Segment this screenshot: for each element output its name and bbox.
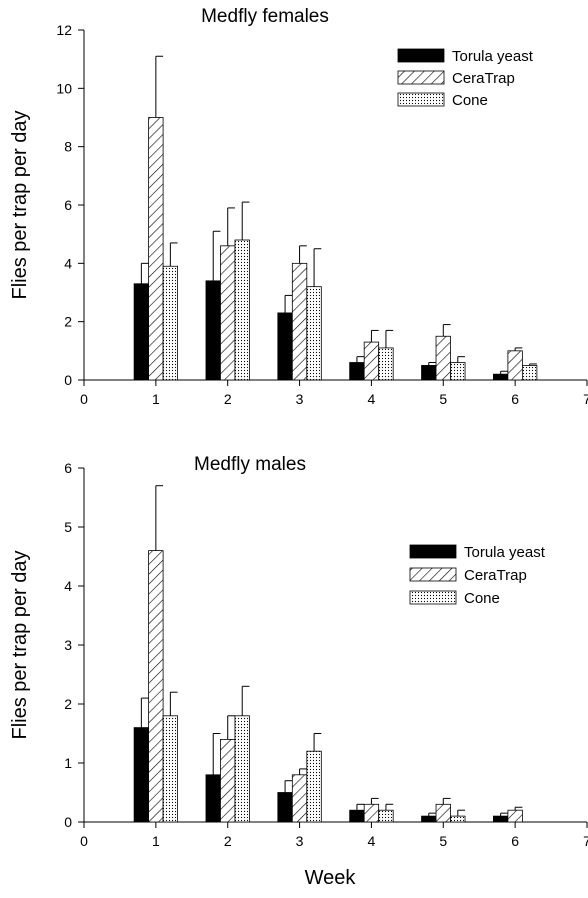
y-axis-label: Flies per trap per day <box>9 551 31 740</box>
bar <box>205 774 221 823</box>
y-tick-label: 2 <box>64 314 72 330</box>
legend-label: Cone <box>452 92 488 109</box>
legend-swatch <box>409 544 457 559</box>
bar <box>306 286 322 381</box>
bar <box>162 715 179 823</box>
bar <box>148 550 164 823</box>
bar <box>148 117 164 381</box>
bar <box>291 774 308 823</box>
bar <box>378 347 394 381</box>
bar <box>277 312 293 381</box>
bar <box>507 809 523 823</box>
y-tick-label: 4 <box>64 578 72 594</box>
bar <box>349 362 365 381</box>
x-tick-label: 0 <box>80 391 88 407</box>
bar <box>234 715 250 823</box>
legend-swatch <box>397 70 445 85</box>
bar <box>450 815 466 823</box>
bar <box>291 262 308 381</box>
y-tick-label: 0 <box>64 372 72 388</box>
bar <box>363 803 380 823</box>
bar <box>133 283 150 381</box>
bar <box>378 809 394 823</box>
legend-label: CeraTrap <box>452 70 515 87</box>
legend-swatch <box>409 567 457 582</box>
x-tick-label: 4 <box>368 833 376 849</box>
x-tick-label: 0 <box>80 833 88 849</box>
y-tick-label: 2 <box>64 696 72 712</box>
legend-label: Cone <box>464 590 500 607</box>
legend-label: Torula yeast <box>452 48 534 65</box>
bar <box>133 727 150 823</box>
bar <box>220 245 236 381</box>
x-tick-label: 6 <box>511 391 519 407</box>
bar <box>205 280 221 381</box>
bar <box>421 815 437 823</box>
x-tick-label: 4 <box>368 391 376 407</box>
bar <box>435 803 451 823</box>
panel-title: Medfly males <box>194 454 306 475</box>
x-tick-label: 7 <box>583 391 588 407</box>
y-tick-label: 8 <box>64 139 72 155</box>
bar <box>306 750 322 823</box>
bar <box>234 239 250 381</box>
bar <box>492 373 509 381</box>
x-axis-label: Week <box>305 867 357 889</box>
legend-label: Torula yeast <box>464 544 546 561</box>
bar <box>421 365 437 381</box>
y-tick-label: 4 <box>64 255 72 271</box>
y-tick-label: 0 <box>64 814 72 830</box>
bar <box>277 792 293 823</box>
x-tick-label: 1 <box>152 833 160 849</box>
x-tick-label: 6 <box>511 833 519 849</box>
y-tick-label: 6 <box>64 460 72 476</box>
bar <box>492 815 509 823</box>
y-tick-label: 1 <box>64 755 72 771</box>
legend-swatch <box>409 590 457 605</box>
y-tick-label: 10 <box>56 80 72 96</box>
x-tick-label: 1 <box>152 391 160 407</box>
y-tick-label: 5 <box>64 519 72 535</box>
panel-title: Medfly females <box>201 6 329 27</box>
x-tick-label: 5 <box>439 833 447 849</box>
bar <box>363 341 380 381</box>
bar <box>521 365 538 381</box>
x-tick-label: 3 <box>296 391 304 407</box>
bar <box>435 335 451 381</box>
x-tick-label: 7 <box>583 833 588 849</box>
x-tick-label: 3 <box>296 833 304 849</box>
legend-swatch <box>397 48 445 63</box>
bar <box>507 350 523 381</box>
bar <box>450 362 466 381</box>
y-tick-label: 12 <box>56 22 72 38</box>
y-tick-label: 3 <box>64 637 72 653</box>
bar <box>220 739 236 823</box>
bar <box>349 809 365 823</box>
y-axis-label: Flies per trap per day <box>9 111 31 300</box>
legend-label: CeraTrap <box>464 567 527 584</box>
legend-swatch <box>397 92 445 107</box>
bar <box>162 265 179 381</box>
males-panel: Medfly males Flies per trap per day 0 1 2 3 4 5… <box>9 454 588 849</box>
y-tick-label: 6 <box>64 197 72 213</box>
x-tick-label: 5 <box>439 391 447 407</box>
x-tick-label: 2 <box>224 391 232 407</box>
females-panel: Medfly females Flies per trap per day 0 2 4 6… <box>9 6 588 407</box>
x-tick-label: 2 <box>224 833 232 849</box>
